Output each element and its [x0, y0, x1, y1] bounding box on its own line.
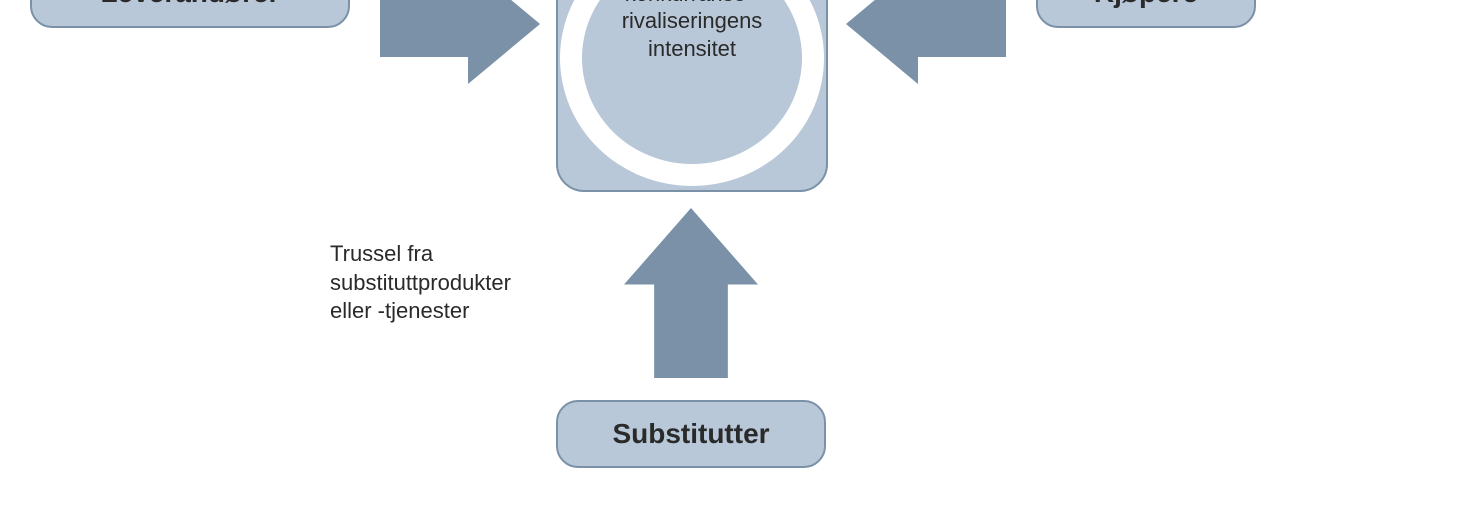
node-buyers: Kjøpere — [1036, 0, 1256, 28]
node-buyers-label: Kjøpere — [1094, 0, 1198, 9]
arrow-up-icon — [624, 208, 758, 378]
center-line-4: intensitet — [622, 35, 763, 63]
annot-line-2: substituttprodukter — [330, 269, 511, 298]
node-substitutes: Substitutter — [556, 400, 826, 468]
annotation-substitutes-threat: Trussel fra substituttprodukter eller -t… — [330, 240, 511, 326]
annot-line-3: eller -tjenester — [330, 297, 511, 326]
annot-line-1: Trussel fra — [330, 240, 511, 269]
node-suppliers: Leverandører — [30, 0, 350, 28]
center-line-2: konkurranse - — [622, 0, 763, 7]
center-text: Eksisterende konkurranse - rivaliseringe… — [622, 0, 763, 62]
node-suppliers-label: Leverandører — [101, 0, 280, 9]
arrow-left-icon — [380, 0, 540, 84]
node-substitutes-label: Substitutter — [612, 418, 769, 450]
arrow-right-icon — [846, 0, 1006, 84]
center-line-3: rivaliseringens — [622, 7, 763, 35]
